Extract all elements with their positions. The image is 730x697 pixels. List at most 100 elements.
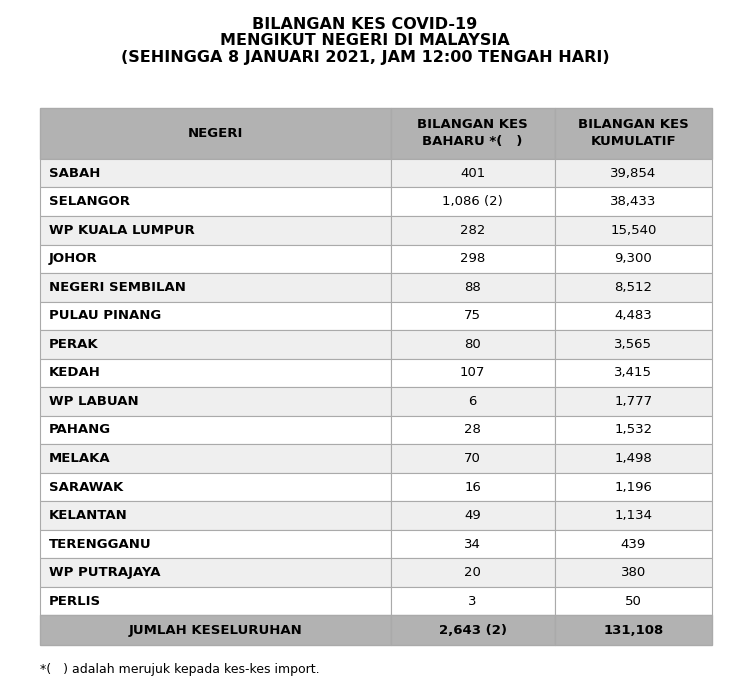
Bar xyxy=(40,530,391,558)
Bar xyxy=(40,501,391,530)
Bar xyxy=(391,473,555,501)
Text: 49: 49 xyxy=(464,509,481,522)
Bar xyxy=(555,216,712,245)
Bar xyxy=(391,558,555,587)
Bar xyxy=(555,108,712,159)
Bar xyxy=(391,587,555,615)
Text: WP LABUAN: WP LABUAN xyxy=(49,395,139,408)
Text: 298: 298 xyxy=(460,252,485,266)
Bar xyxy=(555,473,712,501)
Text: 1,134: 1,134 xyxy=(614,509,653,522)
Bar xyxy=(555,187,712,216)
Bar xyxy=(40,415,391,444)
Text: 107: 107 xyxy=(460,367,485,379)
Bar xyxy=(40,330,391,359)
Text: NEGERI SEMBILAN: NEGERI SEMBILAN xyxy=(49,281,185,294)
Bar xyxy=(555,501,712,530)
Bar xyxy=(555,359,712,387)
Text: 380: 380 xyxy=(620,566,646,579)
Text: 6: 6 xyxy=(469,395,477,408)
Text: 1,086 (2): 1,086 (2) xyxy=(442,195,503,208)
Bar xyxy=(391,302,555,330)
Text: 3,415: 3,415 xyxy=(614,367,653,379)
Text: MELAKA: MELAKA xyxy=(49,452,110,465)
Bar xyxy=(391,187,555,216)
Text: BILANGAN KES COVID-19: BILANGAN KES COVID-19 xyxy=(253,17,477,32)
Text: 20: 20 xyxy=(464,566,481,579)
Bar xyxy=(391,501,555,530)
Text: PERAK: PERAK xyxy=(49,338,99,351)
Text: 2,643 (2): 2,643 (2) xyxy=(439,624,507,636)
Text: PULAU PINANG: PULAU PINANG xyxy=(49,309,161,322)
Bar xyxy=(40,615,391,645)
Bar xyxy=(40,473,391,501)
Text: 70: 70 xyxy=(464,452,481,465)
Bar xyxy=(391,444,555,473)
Bar xyxy=(40,444,391,473)
Text: 39,854: 39,854 xyxy=(610,167,656,180)
Bar xyxy=(40,302,391,330)
Text: 1,498: 1,498 xyxy=(615,452,652,465)
Bar xyxy=(555,302,712,330)
Text: SELANGOR: SELANGOR xyxy=(49,195,130,208)
Text: PERLIS: PERLIS xyxy=(49,595,101,608)
Text: 50: 50 xyxy=(625,595,642,608)
Text: SARAWAK: SARAWAK xyxy=(49,480,123,493)
Bar xyxy=(391,245,555,273)
Text: 282: 282 xyxy=(460,224,485,237)
Text: 3: 3 xyxy=(469,595,477,608)
Text: 34: 34 xyxy=(464,537,481,551)
Bar xyxy=(40,359,391,387)
Text: JOHOR: JOHOR xyxy=(49,252,98,266)
Bar xyxy=(555,159,712,187)
Text: JUMLAH KESELURUHAN: JUMLAH KESELURUHAN xyxy=(128,624,302,636)
Text: BILANGAN KES
BAHARU *(   ): BILANGAN KES BAHARU *( ) xyxy=(418,118,528,148)
Bar xyxy=(391,108,555,159)
Bar xyxy=(391,359,555,387)
Bar xyxy=(40,187,391,216)
Text: 15,540: 15,540 xyxy=(610,224,656,237)
Text: 131,108: 131,108 xyxy=(603,624,664,636)
Bar xyxy=(40,388,391,415)
Bar xyxy=(391,273,555,302)
Text: WP KUALA LUMPUR: WP KUALA LUMPUR xyxy=(49,224,195,237)
Bar xyxy=(391,216,555,245)
Bar xyxy=(555,330,712,359)
Text: SABAH: SABAH xyxy=(49,167,100,180)
Text: 1,777: 1,777 xyxy=(614,395,653,408)
Bar xyxy=(391,388,555,415)
Text: 3,565: 3,565 xyxy=(614,338,653,351)
Bar xyxy=(555,587,712,615)
Bar xyxy=(391,415,555,444)
Text: 1,196: 1,196 xyxy=(615,480,652,493)
Bar xyxy=(391,159,555,187)
Text: 9,300: 9,300 xyxy=(615,252,652,266)
Bar xyxy=(555,415,712,444)
Text: 8,512: 8,512 xyxy=(614,281,653,294)
Text: *(   ) adalah merujuk kepada kes-kes import.: *( ) adalah merujuk kepada kes-kes impor… xyxy=(40,663,320,675)
Bar xyxy=(555,558,712,587)
Text: (SEHINGGA 8 JANUARI 2021, JAM 12:00 TENGAH HARI): (SEHINGGA 8 JANUARI 2021, JAM 12:00 TENG… xyxy=(120,49,610,65)
Text: 4,483: 4,483 xyxy=(615,309,652,322)
Text: TERENGGANU: TERENGGANU xyxy=(49,537,152,551)
Bar xyxy=(555,388,712,415)
Bar xyxy=(555,615,712,645)
Text: 28: 28 xyxy=(464,424,481,436)
Bar xyxy=(40,108,391,159)
Bar xyxy=(391,615,555,645)
Bar xyxy=(40,216,391,245)
Bar xyxy=(40,245,391,273)
Bar xyxy=(555,245,712,273)
Bar xyxy=(40,159,391,187)
Bar xyxy=(40,273,391,302)
Text: BILANGAN KES
KUMULATIF: BILANGAN KES KUMULATIF xyxy=(578,118,688,148)
Bar xyxy=(555,444,712,473)
Bar xyxy=(40,558,391,587)
Text: 88: 88 xyxy=(464,281,481,294)
Bar xyxy=(391,330,555,359)
Text: 16: 16 xyxy=(464,480,481,493)
Text: 38,433: 38,433 xyxy=(610,195,656,208)
Text: WP PUTRAJAYA: WP PUTRAJAYA xyxy=(49,566,161,579)
Bar xyxy=(391,530,555,558)
Text: NEGERI: NEGERI xyxy=(188,127,243,140)
